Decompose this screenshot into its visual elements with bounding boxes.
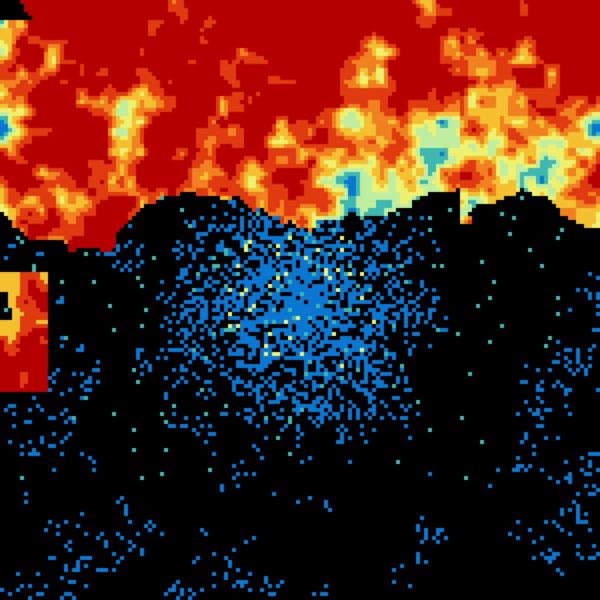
radar-echo-canvas	[0, 0, 600, 600]
radar-reflectivity-image	[0, 0, 600, 600]
